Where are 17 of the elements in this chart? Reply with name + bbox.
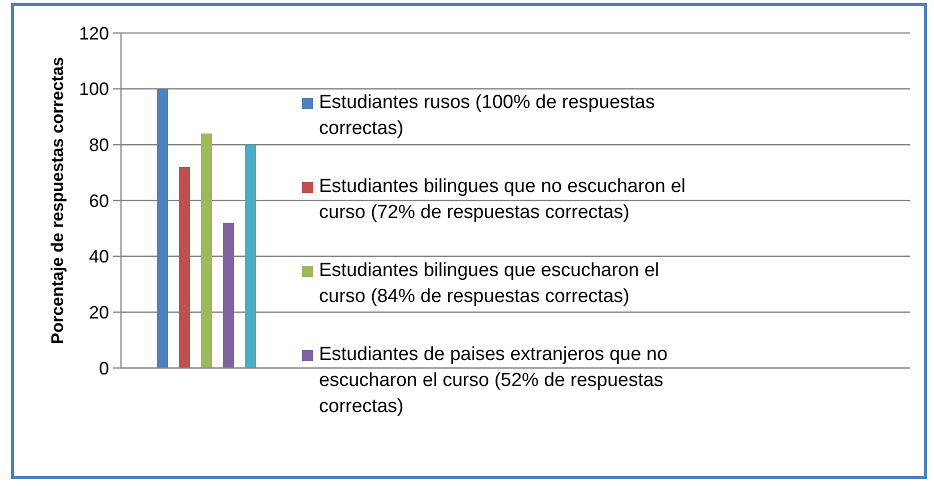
bar [201, 134, 212, 368]
y-tick-label: 0 [98, 358, 109, 378]
y-tick-label: 80 [88, 135, 109, 156]
legend-label: Estudiantes bilingues que no escucharon el curso (72% de respuestas correctas) [319, 175, 687, 225]
legend-label: Estudiantes bilingues que escucharon el curso (84% de respuestas correctas) [319, 259, 660, 309]
bar [157, 88, 168, 368]
y-tick-label: 20 [88, 302, 109, 323]
bar [245, 144, 256, 368]
bar [179, 167, 190, 368]
y-tick-label: 120 [78, 23, 109, 44]
legend-label: Estudiantes rusos (100% de respuestas correctas) [319, 91, 656, 141]
y-axis-title: Porcentaje de respuestas correctas [48, 56, 67, 344]
y-tick-label: 60 [88, 190, 109, 211]
y-tick-label: 100 [78, 79, 109, 100]
y-tick-label: 40 [88, 246, 109, 267]
bar [223, 222, 234, 368]
legend-label: Estudiantes de paises extranjeros que no escucharon el curso (52% de respuestas correctas) [319, 343, 669, 419]
